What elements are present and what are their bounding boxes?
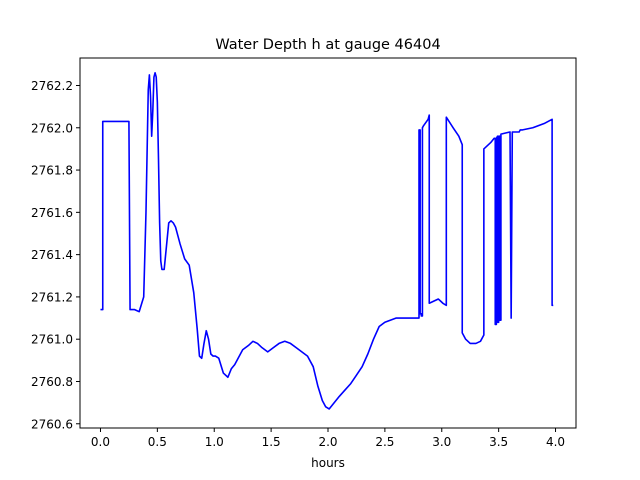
x-tick-label: 4.0 <box>546 435 565 449</box>
y-tick-label: 2761.6 <box>31 206 73 220</box>
y-tick-label: 2761.4 <box>31 248 73 262</box>
y-tick-label: 2761.0 <box>31 333 73 347</box>
x-tick-label: 3.0 <box>432 435 451 449</box>
series-line-water-depth <box>100 72 554 410</box>
y-tick-label: 2761.2 <box>31 290 73 304</box>
x-tick-label: 2.0 <box>318 435 337 449</box>
x-tick-label: 1.0 <box>205 435 224 449</box>
x-axis-ticks: 0.0 0.5 1.0 1.5 2.0 2.5 3.0 3.5 4.0 <box>91 428 565 449</box>
y-tick-label: 2761.8 <box>31 164 73 178</box>
chart-title: Water Depth h at gauge 46404 <box>215 37 440 53</box>
y-tick-label: 2760.6 <box>31 417 73 431</box>
x-tick-label: 2.5 <box>375 435 394 449</box>
x-tick-label: 0.5 <box>148 435 167 449</box>
y-tick-label: 2762.2 <box>31 79 73 93</box>
x-axis-label: hours <box>311 456 345 470</box>
y-tick-label: 2762.0 <box>31 121 73 135</box>
x-tick-label: 0.0 <box>91 435 110 449</box>
y-axis-ticks: 2760.6 2760.8 2761.0 2761.2 2761.4 2761.6 2761… <box>31 79 80 431</box>
plot-area <box>100 72 554 410</box>
x-tick-label: 1.5 <box>262 435 281 449</box>
x-tick-label: 3.5 <box>489 435 508 449</box>
y-tick-label: 2760.8 <box>31 375 73 389</box>
axes-frame <box>79 57 577 429</box>
